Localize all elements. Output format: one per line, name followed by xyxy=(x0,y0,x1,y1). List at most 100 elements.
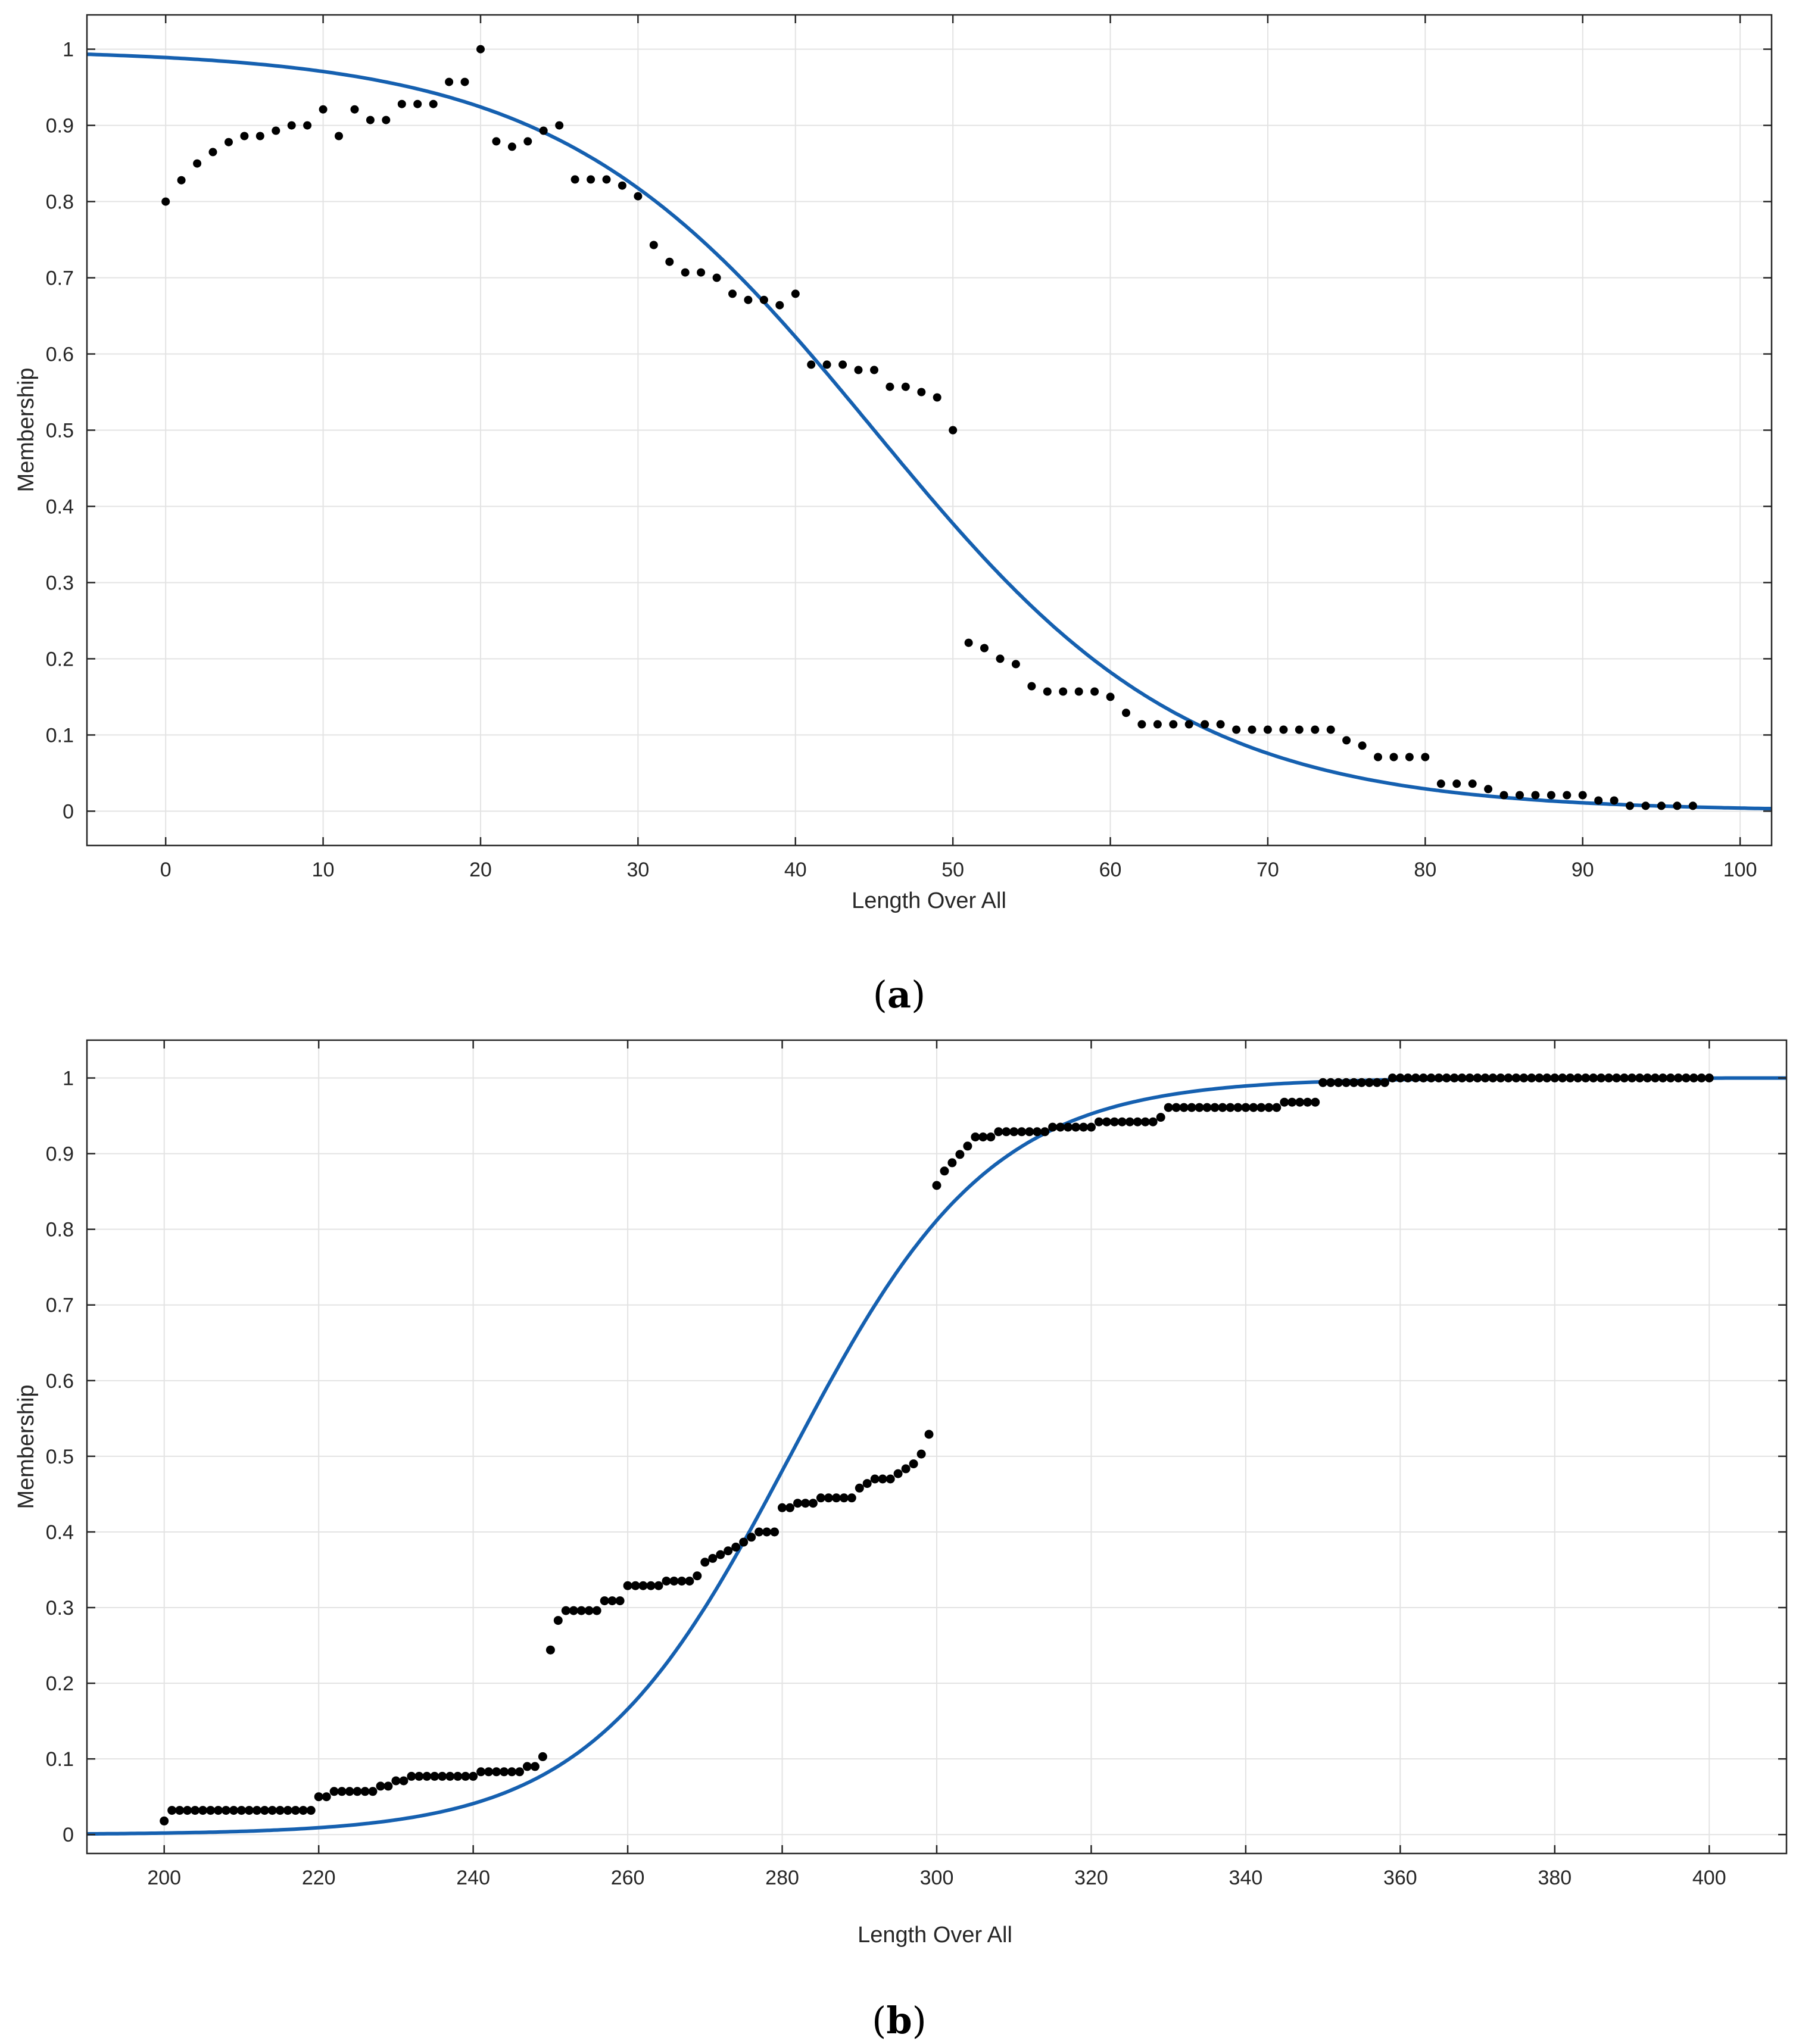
data-point xyxy=(646,1581,656,1590)
data-point xyxy=(407,1771,416,1781)
data-point xyxy=(1156,1113,1165,1122)
data-point xyxy=(634,192,643,201)
data-point xyxy=(206,1806,216,1815)
data-point xyxy=(507,142,516,151)
x-tick-label: 200 xyxy=(147,1867,181,1889)
data-point xyxy=(523,137,532,146)
y-tick-label: 1 xyxy=(63,39,74,61)
y-tick-label: 0.3 xyxy=(46,1597,74,1619)
y-tick-label: 0.4 xyxy=(46,1521,74,1544)
x-tick-label: 340 xyxy=(1229,1867,1263,1889)
data-point xyxy=(445,1771,455,1781)
data-point xyxy=(1666,1074,1675,1082)
data-point xyxy=(1457,1074,1467,1082)
data-point xyxy=(500,1767,509,1777)
data-point xyxy=(1326,725,1335,734)
data-point xyxy=(422,1771,432,1781)
caption-letter: a xyxy=(887,973,911,1016)
grid-lines xyxy=(87,15,1772,845)
data-point xyxy=(1405,753,1414,762)
data-point xyxy=(1594,796,1603,805)
data-point xyxy=(1048,1122,1058,1132)
data-point xyxy=(430,1771,439,1781)
x-tick-label: 260 xyxy=(611,1867,645,1889)
data-point xyxy=(1027,682,1036,691)
data-point xyxy=(222,1806,230,1815)
data-point xyxy=(1280,1097,1289,1107)
data-point xyxy=(445,77,454,86)
x-tick-label: 40 xyxy=(784,859,807,881)
data-point xyxy=(1620,1074,1629,1082)
data-point xyxy=(1389,753,1398,762)
data-point xyxy=(193,159,202,168)
data-point xyxy=(1527,1074,1536,1082)
data-point xyxy=(1589,1074,1598,1082)
caption-open-paren: ( xyxy=(873,973,887,1016)
data-point xyxy=(1106,692,1115,701)
data-point xyxy=(712,273,721,282)
data-points-layer xyxy=(161,45,1697,810)
data-point xyxy=(862,1479,872,1488)
data-point xyxy=(1195,1103,1204,1112)
data-point xyxy=(739,1537,749,1547)
data-point xyxy=(1248,725,1257,734)
data-point xyxy=(177,176,186,185)
data-point xyxy=(1531,791,1540,800)
data-point xyxy=(522,1762,532,1771)
data-point xyxy=(1342,1078,1351,1087)
x-axis-ticks: 200 220 240 260 280 300 320 340 360 380 400 xyxy=(147,1040,1726,1889)
x-tick-label: 70 xyxy=(1257,859,1279,881)
y-tick-label: 0.5 xyxy=(46,1446,74,1468)
data-point xyxy=(1169,720,1178,729)
data-point xyxy=(917,388,926,397)
data-point xyxy=(1641,801,1650,810)
data-point xyxy=(1658,1074,1667,1082)
data-point xyxy=(1697,1074,1706,1082)
data-point xyxy=(555,121,564,130)
data-point xyxy=(453,1771,463,1781)
data-point xyxy=(345,1787,354,1796)
data-point xyxy=(1122,709,1130,717)
data-point xyxy=(1452,779,1461,788)
data-point xyxy=(1395,1074,1405,1082)
data-point xyxy=(1264,1103,1274,1112)
data-point xyxy=(901,1464,911,1474)
y-tick-label: 0.8 xyxy=(46,1219,74,1241)
y-tick-label: 0.6 xyxy=(46,344,74,366)
data-point xyxy=(728,289,737,298)
caption-close-paren: ) xyxy=(911,973,925,1016)
data-point xyxy=(1651,1074,1660,1082)
data-point xyxy=(838,360,847,369)
data-point xyxy=(1011,660,1020,669)
data-point xyxy=(561,1606,570,1615)
y-axis-ticks: 0 0.1 0.2 0.3 0.4 0.5 0.6 0.7 0.8 0.9 1 xyxy=(46,1068,1786,1846)
data-point xyxy=(1542,1074,1552,1082)
data-point xyxy=(438,1771,447,1781)
data-point xyxy=(1358,741,1367,750)
data-point xyxy=(1056,1122,1065,1132)
data-point xyxy=(335,132,343,141)
y-tick-label: 0.1 xyxy=(46,724,74,747)
data-point xyxy=(986,1132,996,1142)
data-point xyxy=(1303,1097,1312,1107)
data-point xyxy=(1071,1122,1080,1132)
data-point xyxy=(1279,725,1288,734)
data-point xyxy=(175,1806,185,1815)
data-point xyxy=(770,1527,780,1537)
data-point xyxy=(1295,725,1304,734)
y-tick-label: 0.9 xyxy=(46,115,74,138)
data-point xyxy=(1519,1074,1529,1082)
data-point xyxy=(183,1806,192,1815)
data-point xyxy=(314,1792,323,1802)
data-point xyxy=(191,1806,200,1815)
data-point xyxy=(1311,725,1320,734)
data-point xyxy=(298,1806,308,1815)
data-point xyxy=(167,1806,177,1815)
data-point xyxy=(1043,687,1052,696)
data-point xyxy=(807,360,816,369)
data-point xyxy=(955,1150,965,1159)
data-point xyxy=(1673,1074,1683,1082)
data-point xyxy=(1465,1074,1474,1082)
data-point xyxy=(322,1792,331,1802)
